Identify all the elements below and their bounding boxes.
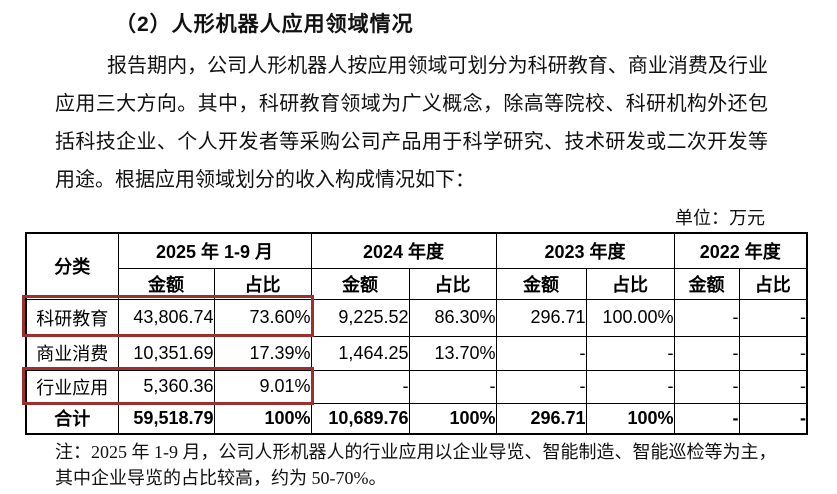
table-cell: 100% bbox=[585, 402, 675, 435]
table-cell: - bbox=[585, 335, 675, 371]
col-header-ratio-2023: 占比 bbox=[585, 267, 675, 300]
footnote-line: 其中企业导览的占比较高，约为 50-70%。 bbox=[55, 468, 387, 488]
table-cell: - bbox=[738, 335, 808, 371]
paragraph-line: 报告期内，公司人形机器人按应用领域可划分为科研教育、商业消费及行业 bbox=[107, 55, 768, 77]
table-cell: - bbox=[673, 402, 740, 435]
table-cell: 5,360.36 bbox=[117, 369, 215, 404]
table-cell: - bbox=[738, 402, 808, 435]
col-header-ratio-2025: 占比 bbox=[213, 267, 312, 300]
table-cell: 17.39% bbox=[213, 335, 312, 371]
table-cell: 86.30% bbox=[408, 298, 497, 337]
table-cell: 43,806.74 bbox=[117, 298, 215, 337]
table-cell: 59,518.79 bbox=[117, 402, 215, 435]
table-cell: - bbox=[738, 298, 808, 337]
table-cell: 1,464.25 bbox=[310, 335, 410, 371]
table-cell: - bbox=[673, 335, 740, 371]
table-cell: 9,225.52 bbox=[310, 298, 410, 337]
table-cell: - bbox=[585, 369, 675, 404]
col-header-period-2024: 2024 年度 bbox=[310, 232, 497, 269]
table-cell: - bbox=[408, 369, 497, 404]
col-header-period-2022: 2022 年度 bbox=[673, 232, 808, 269]
footnote-line: 注：2025 年 1-9 月，公司人形机器人的行业应用以企业导览、智能制造、智能… bbox=[55, 442, 777, 462]
unit-label: 单位：万元 bbox=[675, 208, 765, 228]
body-paragraph: 报告期内，公司人形机器人按应用领域可划分为科研教育、商业消费及行业 应用三大方向… bbox=[55, 47, 768, 199]
section-heading: （2）人形机器人应用领域情况 bbox=[115, 13, 414, 36]
col-header-period-2025: 2025 年 1-9 月 bbox=[117, 232, 312, 269]
col-header-category: 分类 bbox=[25, 232, 119, 300]
table-cell: - bbox=[495, 369, 587, 404]
col-header-amount-2024: 金额 bbox=[310, 267, 410, 300]
table-row-commercial-consumer: 商业消费 10,351.69 17.39% 1,464.25 13.70% - … bbox=[25, 335, 808, 371]
col-header-period-2023: 2023 年度 bbox=[495, 232, 675, 269]
table-row-industry-application: 行业应用 5,360.36 9.01% - - - - - - bbox=[25, 369, 808, 404]
col-header-ratio-2022: 占比 bbox=[738, 267, 808, 300]
table-cell: 13.70% bbox=[408, 335, 497, 371]
table-cell: - bbox=[673, 298, 740, 337]
paragraph-line: 括科技企业、个人开发者等采购公司产品用于科学研究、技术研发或二次开发等 bbox=[55, 131, 768, 153]
col-header-amount-2023: 金额 bbox=[495, 267, 587, 300]
col-header-amount-2025: 金额 bbox=[117, 267, 215, 300]
table-cell: - bbox=[738, 369, 808, 404]
paragraph-line: 应用三大方向。其中，科研教育领域为广义概念，除高等院校、科研机构外还包 bbox=[55, 93, 768, 115]
row-category: 科研教育 bbox=[25, 298, 119, 337]
table-cell: 100% bbox=[213, 402, 312, 435]
table-cell: - bbox=[495, 335, 587, 371]
table-row-research-education: 科研教育 43,806.74 73.60% 9,225.52 86.30% 29… bbox=[25, 298, 808, 337]
col-header-amount-2022: 金额 bbox=[673, 267, 740, 300]
table-cell: 296.71 bbox=[495, 298, 587, 337]
paragraph-line: 用途。根据应用领域划分的收入构成情况如下： bbox=[55, 169, 475, 191]
table-cell: 9.01% bbox=[213, 369, 312, 404]
revenue-by-application-table: 分类 2025 年 1-9 月 2024 年度 2023 年度 2022 年度 … bbox=[25, 232, 809, 435]
col-header-ratio-2024: 占比 bbox=[408, 267, 497, 300]
table-cell: 73.60% bbox=[213, 298, 312, 337]
row-category: 商业消费 bbox=[25, 335, 119, 371]
table-row-total: 合计 59,518.79 100% 10,689.76 100% 296.71 … bbox=[25, 402, 808, 435]
table-cell: - bbox=[673, 369, 740, 404]
table-cell: 100.00% bbox=[585, 298, 675, 337]
table-cell: 100% bbox=[408, 402, 497, 435]
row-category: 行业应用 bbox=[25, 369, 119, 404]
row-category: 合计 bbox=[25, 402, 119, 435]
footnote: 注：2025 年 1-9 月，公司人形机器人的行业应用以企业导览、智能制造、智能… bbox=[55, 439, 805, 491]
table-cell: 10,689.76 bbox=[310, 402, 410, 435]
table-cell: - bbox=[310, 369, 410, 404]
table-cell: 296.71 bbox=[495, 402, 587, 435]
table-cell: 10,351.69 bbox=[117, 335, 215, 371]
